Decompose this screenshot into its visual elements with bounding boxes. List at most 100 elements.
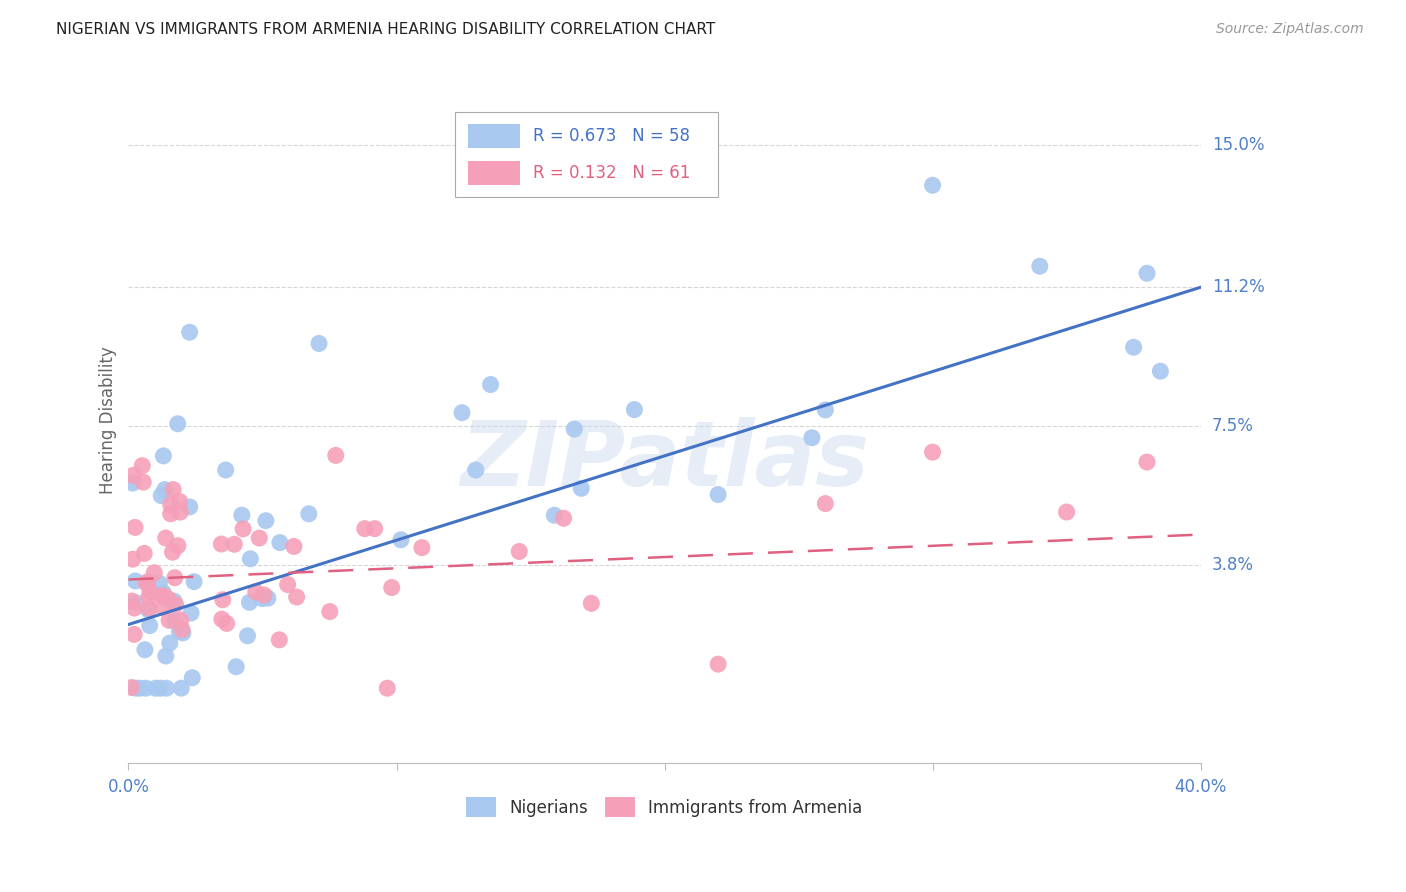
Point: [353, 522, 375, 536]
Point: [170, 613, 193, 627]
Point: [238, 595, 260, 609]
Point: [135, 681, 157, 696]
Point: [122, 627, 145, 641]
Text: 11.2%: 11.2%: [1212, 278, 1264, 296]
Point: [124, 574, 146, 588]
Point: [128, 681, 150, 696]
Point: [180, 606, 202, 620]
Text: 7.5%: 7.5%: [1212, 417, 1254, 435]
Point: [159, 507, 181, 521]
Point: [411, 541, 433, 555]
Point: [215, 616, 238, 631]
Point: [253, 588, 276, 602]
Point: [381, 581, 404, 595]
Text: NIGERIAN VS IMMIGRANTS FROM ARMENIA HEARING DISABILITY CORRELATION CHART: NIGERIAN VS IMMIGRANTS FROM ARMENIA HEAR…: [56, 22, 716, 37]
Point: [389, 533, 412, 547]
Point: [121, 681, 143, 695]
Point: [252, 591, 274, 606]
Point: [814, 403, 837, 417]
Point: [148, 576, 170, 591]
Point: [155, 681, 177, 696]
Point: [121, 594, 143, 608]
Point: [152, 585, 174, 599]
Point: [152, 600, 174, 615]
Point: [215, 463, 238, 477]
Point: [179, 500, 201, 514]
Point: [308, 336, 330, 351]
Point: [150, 589, 173, 603]
Point: [211, 612, 233, 626]
Point: [157, 614, 180, 628]
Point: [232, 522, 254, 536]
Legend: Nigerians, Immigrants from Armenia: Nigerians, Immigrants from Armenia: [460, 791, 869, 823]
Point: [277, 577, 299, 591]
Point: [152, 449, 174, 463]
Point: [283, 540, 305, 554]
Point: [163, 571, 186, 585]
Point: [211, 592, 233, 607]
Point: [153, 483, 176, 497]
Text: ZIPatlas: ZIPatlas: [460, 417, 869, 506]
Point: [1136, 266, 1159, 280]
Point: [1056, 505, 1078, 519]
FancyBboxPatch shape: [456, 112, 718, 197]
Point: [543, 508, 565, 523]
Bar: [468, 161, 520, 186]
Point: [166, 417, 188, 431]
Point: [162, 483, 184, 497]
Point: [172, 626, 194, 640]
Point: [138, 601, 160, 615]
Point: [1149, 364, 1171, 378]
Point: [325, 449, 347, 463]
Point: [156, 591, 179, 606]
Point: [138, 603, 160, 617]
Point: [121, 552, 143, 566]
Point: [464, 463, 486, 477]
Text: 40.0%: 40.0%: [1174, 778, 1227, 797]
Point: [1029, 259, 1052, 273]
Point: [375, 681, 398, 696]
Point: [1122, 340, 1144, 354]
Point: [145, 681, 167, 696]
Point: [562, 422, 585, 436]
Point: [224, 537, 246, 551]
Point: [159, 498, 181, 512]
Bar: [468, 124, 520, 148]
Point: [138, 591, 160, 605]
Point: [479, 377, 502, 392]
Point: [209, 537, 232, 551]
Point: [179, 325, 201, 339]
Point: [150, 489, 173, 503]
Point: [132, 475, 155, 489]
Point: [298, 507, 321, 521]
Point: [124, 520, 146, 534]
Point: [167, 539, 190, 553]
Point: [122, 468, 145, 483]
Point: [134, 546, 156, 560]
Text: R = 0.132   N = 61: R = 0.132 N = 61: [533, 164, 690, 183]
Point: [163, 594, 186, 608]
Point: [319, 605, 342, 619]
Text: R = 0.673   N = 58: R = 0.673 N = 58: [533, 127, 690, 145]
Point: [183, 574, 205, 589]
Point: [363, 522, 385, 536]
Point: [136, 574, 159, 589]
Point: [245, 585, 267, 599]
Point: [451, 406, 474, 420]
Text: Source: ZipAtlas.com: Source: ZipAtlas.com: [1216, 22, 1364, 37]
Point: [623, 402, 645, 417]
Point: [165, 598, 187, 612]
Point: [155, 648, 177, 663]
Point: [139, 584, 162, 599]
Point: [125, 681, 148, 696]
Point: [508, 544, 530, 558]
Point: [239, 551, 262, 566]
Point: [553, 511, 575, 525]
Point: [921, 178, 943, 193]
Point: [285, 590, 308, 604]
Point: [247, 531, 270, 545]
Point: [269, 535, 291, 549]
Text: 15.0%: 15.0%: [1212, 136, 1264, 154]
Y-axis label: Hearing Disability: Hearing Disability: [100, 346, 117, 494]
Point: [225, 659, 247, 673]
